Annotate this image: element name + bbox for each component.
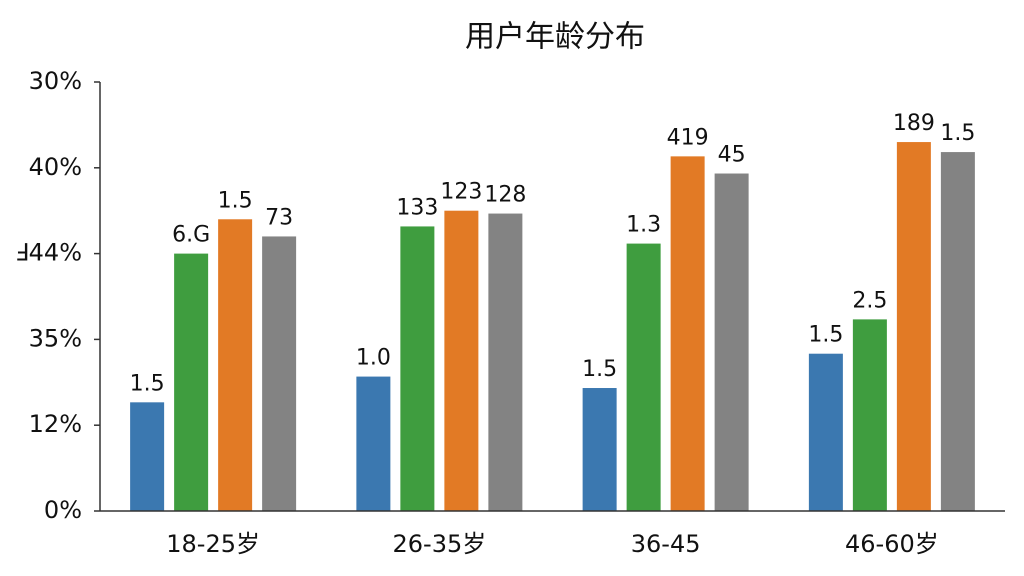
bar <box>670 156 705 512</box>
y-tick-label: 40% <box>29 153 82 181</box>
bar <box>356 376 391 511</box>
y-tick-label: 30% <box>29 67 82 95</box>
y-tick-label: 0% <box>44 496 82 524</box>
bar <box>808 353 843 511</box>
data-label: 1.3 <box>626 213 661 238</box>
bar <box>852 319 887 511</box>
y-tick-label: 12% <box>29 410 82 438</box>
bar <box>714 173 749 511</box>
bar <box>262 236 297 511</box>
data-label: 45 <box>718 143 746 168</box>
data-label: 1.5 <box>130 371 165 396</box>
chart-title: 用户年龄分布 <box>465 20 645 55</box>
data-label: 1.5 <box>582 357 617 382</box>
bar <box>444 210 479 511</box>
bar <box>400 226 435 511</box>
x-tick-label: 36-45 <box>631 530 701 558</box>
x-tick-label: 18-25岁 <box>166 530 260 558</box>
x-tick-label: 46-60岁 <box>845 530 939 558</box>
x-tick-label: 26-35岁 <box>393 530 487 558</box>
data-label: 1.5 <box>940 121 975 146</box>
data-label: 73 <box>265 205 293 230</box>
data-label: 2.5 <box>852 288 887 313</box>
y-tick-label: 35% <box>29 324 82 352</box>
data-label: 133 <box>396 195 438 220</box>
bar <box>626 243 661 511</box>
data-label: 6.G <box>172 223 210 248</box>
y-tick-label: Ⅎ44% <box>15 239 82 267</box>
data-label: 128 <box>484 183 526 208</box>
data-label: 419 <box>667 125 709 150</box>
bar <box>174 253 209 511</box>
bar <box>130 402 165 511</box>
data-label: 1.5 <box>808 323 843 348</box>
data-label: 1.5 <box>218 188 253 213</box>
data-label: 189 <box>893 111 935 136</box>
data-label: 123 <box>440 180 482 205</box>
bar <box>582 388 617 511</box>
bar <box>218 219 253 511</box>
bar <box>896 142 931 511</box>
data-label: 1.0 <box>356 346 391 371</box>
bar <box>488 213 523 511</box>
bar <box>940 152 975 511</box>
